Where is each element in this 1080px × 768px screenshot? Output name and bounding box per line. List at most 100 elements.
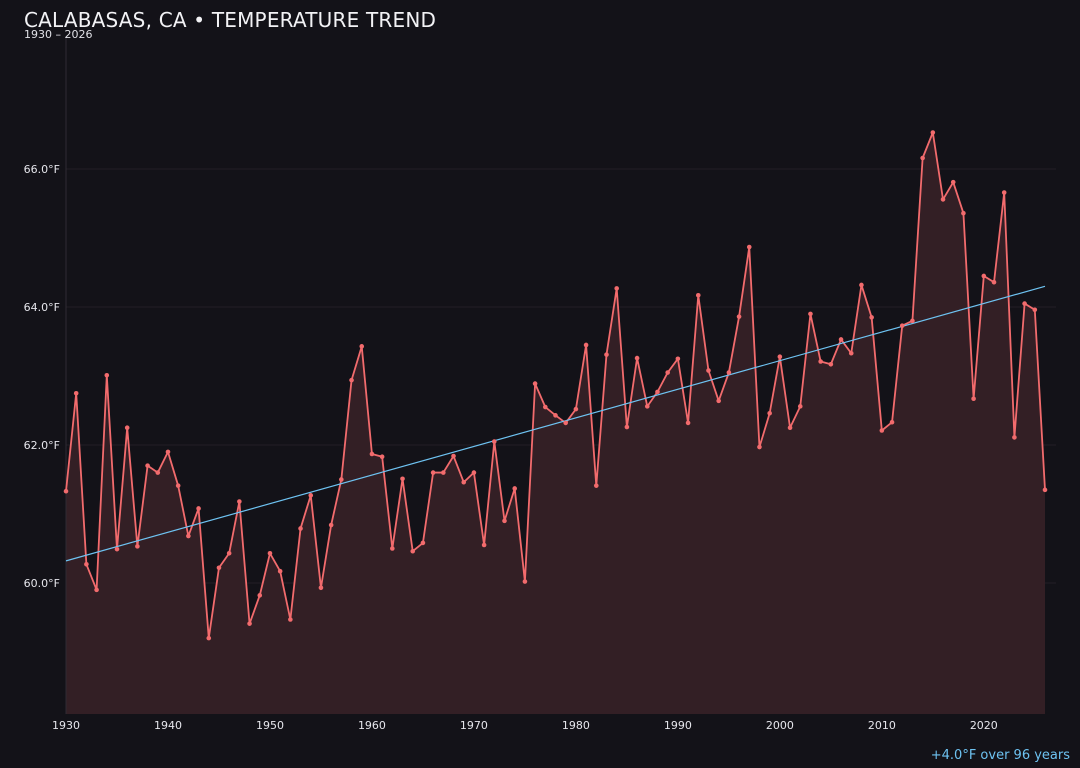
data-point-1943 [196,506,201,511]
data-point-1932 [84,562,89,567]
data-point-1982 [593,483,599,488]
data-point-1952 [288,617,293,622]
data-point-1993 [706,368,711,373]
data-point-2024 [1022,301,1027,306]
data-point-1945 [216,565,222,571]
data-point-2005 [828,361,834,367]
data-point-1950 [267,550,273,556]
x-tick-label-1950: 1950 [256,719,284,732]
data-point-1964 [410,548,416,554]
data-point-1966 [430,470,436,475]
data-point-2002 [797,404,803,409]
data-point-1961 [379,454,385,460]
data-point-2019 [971,396,976,402]
data-point-1935 [114,546,120,552]
data-point-1955 [318,585,324,591]
data-point-1994 [716,398,721,404]
data-point-1937 [135,544,140,549]
trend-summary-note: +4.0°F over 96 years [930,748,1070,763]
data-point-2016 [940,197,946,202]
series-points [63,130,1048,641]
data-point-1979 [563,420,568,426]
data-point-2011 [889,419,895,425]
y-tick-label-66: 66.0°F [24,163,60,176]
data-point-1954 [308,493,314,498]
data-point-1942 [186,533,191,539]
data-point-1973 [502,518,507,524]
data-point-1930 [63,488,69,494]
data-point-1976 [532,381,538,386]
data-point-1957 [339,477,344,482]
data-point-1992 [695,292,701,298]
data-point-1977 [543,404,548,410]
data-point-1989 [665,370,670,375]
x-tick-label-2010: 2010 [868,719,896,732]
data-point-1969 [461,479,467,485]
data-point-2018 [961,210,966,216]
data-point-1939 [155,470,161,475]
data-point-1997 [746,244,752,250]
data-point-1990 [675,356,681,362]
data-point-1956 [328,522,334,528]
y-tick-label-60: 60.0°F [24,577,60,590]
data-point-1981 [583,342,589,348]
data-point-1958 [349,377,354,383]
data-point-1941 [175,483,181,488]
chart-subtitle: 1930 – 2026 [24,28,93,41]
data-point-2004 [818,359,823,364]
y-tick-label-62: 62.0°F [24,439,60,452]
data-point-1967 [441,470,446,475]
data-point-2003 [808,311,813,317]
data-point-2023 [1012,435,1017,440]
data-point-2014 [920,155,925,161]
data-point-2006 [838,337,844,342]
data-point-1970 [471,470,477,475]
x-tick-label-1970: 1970 [460,719,488,732]
data-point-1983 [604,352,609,357]
data-point-1931 [73,390,79,396]
data-point-1965 [420,540,426,546]
data-point-1948 [247,621,252,626]
data-point-1968 [451,453,456,459]
data-point-2021 [991,279,997,285]
data-point-1949 [257,593,263,598]
data-point-1947 [237,499,242,504]
x-tick-label-1960: 1960 [358,719,386,732]
data-point-1960 [369,451,375,457]
x-tick-label-1980: 1980 [562,719,590,732]
chart-title: CALABASAS, CA • TEMPERATURE TREND [24,8,437,32]
data-point-1934 [104,373,110,378]
data-point-1987 [644,404,650,409]
data-point-2001 [787,425,793,431]
data-point-2009 [869,315,874,320]
data-point-1971 [481,542,487,548]
data-point-2010 [879,428,885,433]
x-tick-label-1990: 1990 [664,719,692,732]
data-point-1984 [614,286,619,291]
data-point-1953 [298,526,303,531]
x-tick-label-2020: 2020 [970,719,998,732]
data-point-2012 [899,323,905,328]
data-point-1959 [359,344,365,349]
y-tick-label-64: 64.0°F [24,301,60,314]
data-point-1980 [573,406,579,412]
data-point-2008 [859,282,864,288]
x-tick-label-2000: 2000 [766,719,794,732]
data-point-2026 [1042,487,1048,493]
data-point-1985 [624,424,630,430]
data-point-1972 [492,439,497,444]
x-tick-label-1940: 1940 [154,719,182,732]
trend-line [65,285,1046,562]
data-point-1944 [206,635,212,641]
data-point-2017 [950,179,956,185]
data-point-2020 [981,273,987,279]
data-point-1998 [757,444,762,450]
data-point-2007 [848,350,854,356]
y-tick-labels: 60.0°F 62.0°F 64.0°F 66.0°F [24,163,60,590]
data-point-1962 [390,546,395,551]
data-point-1999 [767,410,772,416]
data-point-1951 [277,568,283,574]
x-tick-labels: 1930 1940 1950 1960 1970 1980 1990 2000 2010 2020 [52,719,998,732]
data-point-1975 [522,579,528,584]
